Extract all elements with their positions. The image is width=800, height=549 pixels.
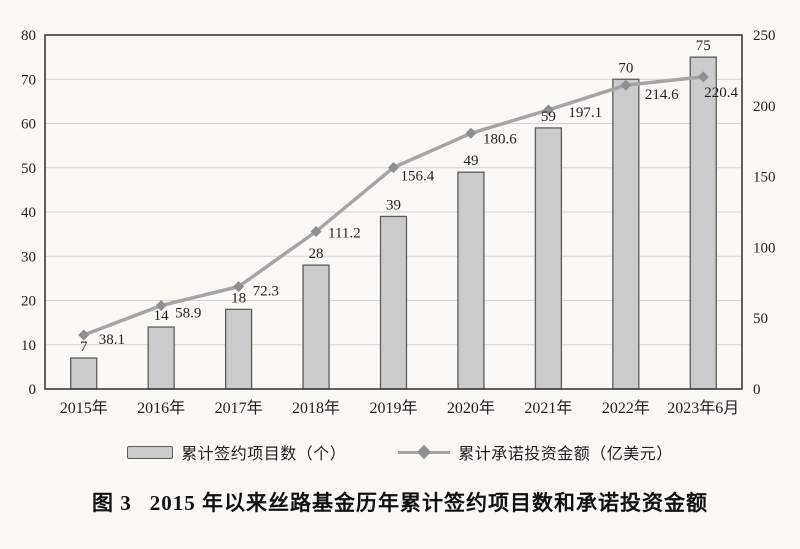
x-axis-category-label: 2015年 — [60, 399, 108, 417]
left-axis-tick-label: 20 — [21, 294, 36, 310]
legend-item-bars: 累计签约项目数（个） — [127, 440, 346, 464]
x-axis-category-label: 2016年 — [137, 399, 185, 417]
x-axis-category-label: 2019年 — [369, 399, 417, 417]
line-value-label: 214.6 — [645, 87, 679, 103]
bar-value-label: 39 — [386, 197, 401, 213]
bar — [457, 171, 485, 390]
bar-value-label: 75 — [696, 38, 711, 54]
right-axis-tick-label: 250 — [753, 28, 776, 44]
left-axis-tick-label: 40 — [21, 205, 36, 221]
bar-series-swatch-icon — [127, 445, 174, 459]
left-axis-tick-label: 30 — [21, 249, 36, 265]
line-value-label: 38.1 — [99, 332, 125, 348]
line-marker-diamond — [388, 162, 399, 174]
x-axis-category-label: 2020年 — [447, 399, 495, 417]
line-marker-diamond — [310, 226, 322, 238]
line-value-label: 220.4 — [704, 85, 738, 101]
right-axis-tick-label: 150 — [753, 170, 776, 186]
legend-item-line: 累计承诺投资金额（亿美元） — [398, 440, 673, 464]
bar-value-label: 7 — [80, 339, 88, 355]
bar-value-label: 18 — [231, 290, 246, 306]
bar-value-label: 49 — [463, 153, 478, 169]
left-axis-tick-label: 10 — [21, 338, 36, 354]
chart-legend: 累计签约项目数（个） 累计承诺投资金额（亿美元） — [0, 439, 800, 465]
chart-svg: 7 14 18 28 39 49 59 70 75 38.1 58.9 72.3 111.2 156.4 1… — [21, 28, 776, 417]
left-axis-tick-label: 60 — [21, 117, 36, 133]
left-axis-tick-label: 50 — [21, 161, 36, 177]
line-value-label: 111.2 — [328, 226, 361, 242]
legend-bar-label: 累计签约项目数（个） — [181, 446, 347, 463]
figure-number: 图 3 — [92, 491, 132, 515]
bar — [612, 78, 640, 390]
right-axis-tick-label: 100 — [753, 240, 776, 256]
chart-area: 7 14 18 28 39 49 59 70 75 38.1 58.9 72.3 111.2 156.4 1… — [21, 28, 776, 417]
line-value-label: 180.6 — [483, 131, 517, 147]
bar-value-label: 59 — [541, 109, 556, 125]
line-value-label: 58.9 — [175, 306, 201, 322]
line-series-swatch-icon — [398, 444, 451, 460]
bar — [534, 127, 563, 390]
line-marker-diamond — [155, 300, 167, 312]
x-axis-category-label: 2017年 — [215, 399, 263, 417]
bar — [224, 308, 253, 390]
bar-value-label: 14 — [154, 308, 170, 324]
left-axis-tick-label: 0 — [29, 382, 37, 398]
bar-value-label: 28 — [309, 246, 324, 262]
line-marker-diamond — [542, 104, 554, 116]
x-axis-category-label: 2022年 — [602, 399, 650, 417]
line-marker-diamond — [697, 71, 709, 83]
left-axis-tick-label: 80 — [21, 28, 36, 44]
legend-line-label: 累计承诺投资金额（亿美元） — [458, 446, 673, 463]
right-axis-tick-label: 200 — [753, 99, 776, 115]
figure-caption: 图 3 2015 年以来丝路基金历年累计签约项目数和承诺投资金额 — [0, 487, 800, 517]
x-axis-category-label: 2023年6月 — [667, 399, 739, 417]
line-marker-diamond — [620, 79, 632, 91]
figure-title: 2015 年以来丝路基金历年累计签约项目数和承诺投资金额 — [149, 491, 708, 515]
right-axis-tick-label: 50 — [753, 311, 768, 327]
x-axis-category-label: 2021年 — [524, 399, 572, 417]
bar — [689, 56, 717, 390]
line-value-label: 156.4 — [401, 169, 435, 185]
x-axis-category-label: 2018年 — [292, 399, 340, 417]
right-axis-tick-label: 0 — [753, 382, 761, 398]
bar — [147, 326, 175, 390]
left-axis-tick-label: 70 — [21, 72, 36, 88]
bar — [70, 357, 98, 390]
line-marker-diamond — [233, 281, 245, 293]
line-marker-diamond — [465, 127, 477, 139]
bar — [302, 264, 330, 390]
line-value-label: 72.3 — [253, 284, 279, 300]
line-value-label: 197.1 — [568, 105, 602, 121]
bar-value-label: 70 — [618, 60, 633, 76]
bar — [379, 215, 408, 390]
line-marker-diamond — [78, 329, 90, 341]
plot-border — [44, 34, 743, 390]
